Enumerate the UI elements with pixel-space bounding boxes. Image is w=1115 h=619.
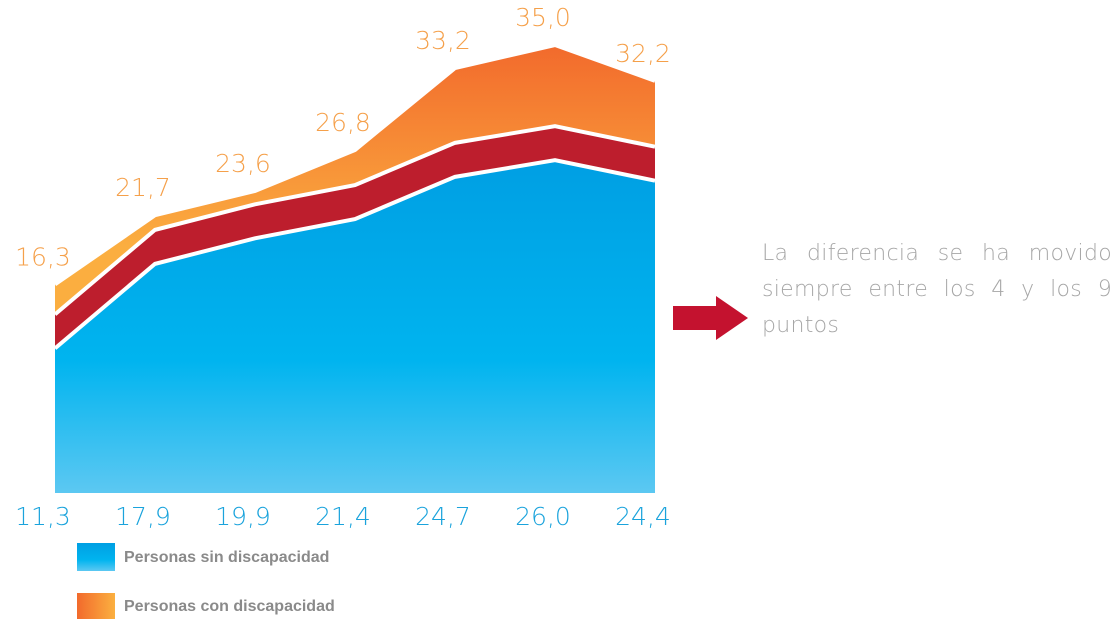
value-label: 33,2 xyxy=(415,26,471,55)
value-label: 24,7 xyxy=(415,502,471,531)
value-label: 21,7 xyxy=(115,173,171,202)
legend-swatch xyxy=(77,593,115,619)
value-label: 24,4 xyxy=(615,502,671,531)
outline-blue xyxy=(53,158,656,350)
outline-orange xyxy=(53,42,656,287)
arrow xyxy=(673,296,748,340)
area-blue xyxy=(55,160,655,493)
legend-label: Personas sin discapacidad xyxy=(124,549,329,566)
value-label: 17,9 xyxy=(115,502,171,531)
value-label: 26,0 xyxy=(515,502,571,531)
outline-red xyxy=(53,124,656,316)
legend-label: Personas con discapacidad xyxy=(124,598,335,615)
value-label: 23,6 xyxy=(215,149,271,178)
value-label: 35,0 xyxy=(515,3,571,32)
value-label: 21,4 xyxy=(315,502,371,531)
annotation: La diferencia se ha movido siempre entre… xyxy=(762,241,1112,338)
value-label: 26,8 xyxy=(315,108,371,137)
value-label: 11,3 xyxy=(15,502,71,531)
value-label: 32,2 xyxy=(615,39,671,68)
legend-swatch xyxy=(77,543,115,571)
value-label: 16,3 xyxy=(15,242,71,271)
value-label: 19,9 xyxy=(215,502,271,531)
